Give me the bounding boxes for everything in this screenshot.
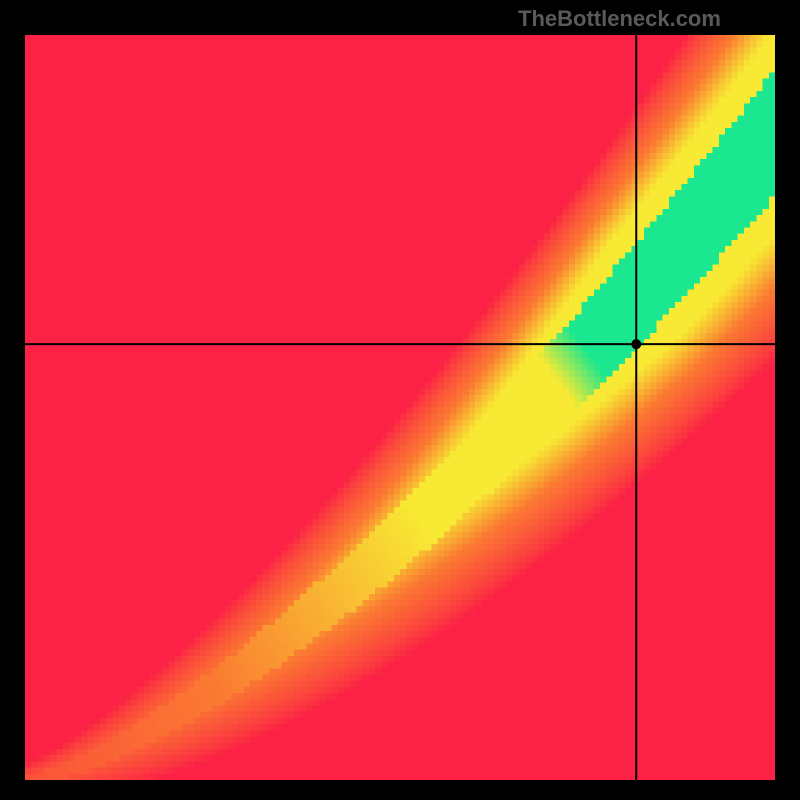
chart-container: TheBottleneck.com [0,0,800,800]
heatmap-canvas [25,35,775,780]
watermark-text: TheBottleneck.com [518,6,721,32]
